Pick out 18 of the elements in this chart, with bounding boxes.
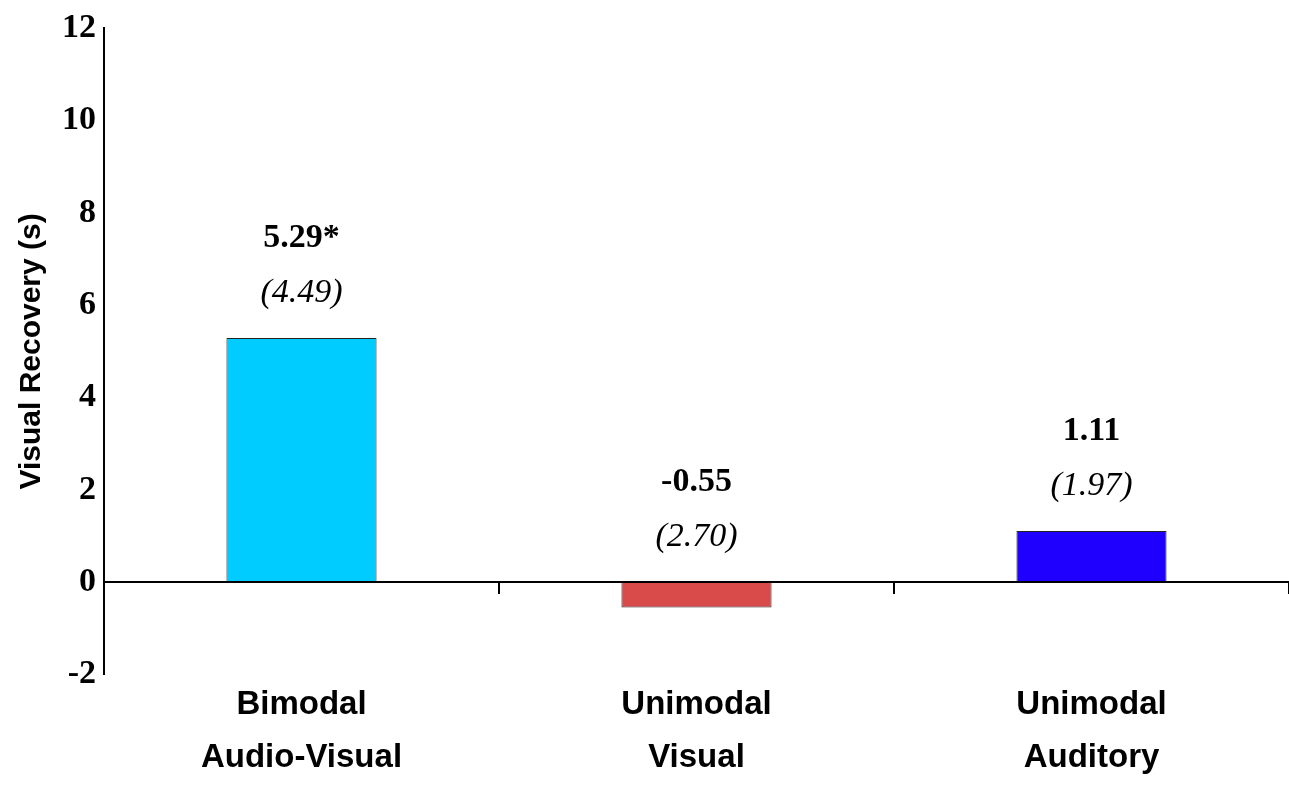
y-tick-label: 4 — [79, 376, 96, 414]
annotation: (2.70) — [655, 516, 738, 555]
y-tick-label: 6 — [79, 284, 96, 322]
x-tick-label: Unimodal Visual — [621, 683, 772, 774]
data-label: -0.55 — [661, 460, 732, 498]
data-label: 5.29* — [263, 216, 340, 254]
y-tick-label: 2 — [79, 468, 96, 506]
x-tick-label: Unimodal Auditory — [1016, 683, 1167, 774]
y-tick-label: 8 — [79, 191, 96, 229]
y-axis-title: Visual Recovery (s) — [13, 213, 47, 490]
annotation: (4.49) — [260, 271, 343, 310]
y-tick-label: 0 — [79, 560, 96, 598]
y-tick-label: 10 — [62, 99, 96, 137]
x-tick-label: Bimodal Audio-Visual — [200, 683, 403, 774]
y-tick-label: -2 — [67, 653, 96, 691]
data-label: 1.11 — [1062, 409, 1121, 447]
y-tick-label: 12 — [62, 7, 96, 45]
annotation: (1.97) — [1050, 464, 1133, 503]
